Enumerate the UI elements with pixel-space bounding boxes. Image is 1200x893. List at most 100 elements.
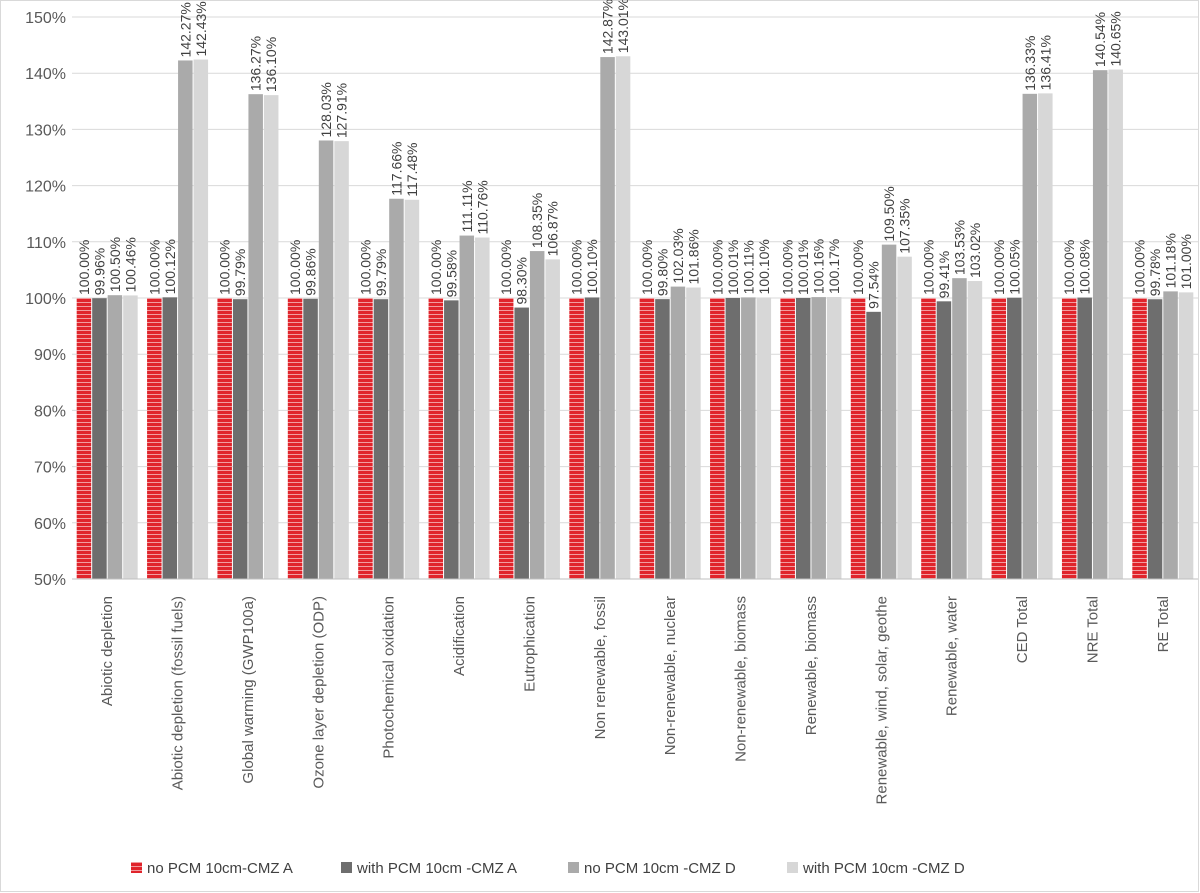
- bar: [404, 199, 420, 580]
- legend-label: with PCM 10cm -CMZ D: [802, 860, 965, 877]
- bar: [897, 256, 912, 579]
- bar: [1178, 292, 1194, 579]
- data-label: 99.80%: [654, 249, 670, 296]
- bar: [936, 301, 952, 579]
- bar: [193, 59, 209, 580]
- legend-label: no PCM 10cm-CMZ A: [147, 860, 293, 877]
- data-label: 100.12%: [162, 239, 178, 294]
- bar: [569, 298, 584, 579]
- data-label: 100.00%: [920, 240, 936, 295]
- y-tick-label: 70%: [34, 460, 66, 477]
- bars: [76, 56, 1194, 580]
- data-label: 98.30%: [514, 257, 530, 304]
- category-label: Abiotic depletion: [99, 596, 116, 706]
- data-label: 100.00%: [639, 240, 655, 295]
- category-labels: Abiotic depletion Abiotic depletion (foss…: [99, 596, 1172, 804]
- data-label: 136.33%: [1022, 36, 1038, 91]
- data-label: 100.00%: [287, 240, 303, 295]
- data-label: 101.86%: [685, 229, 701, 284]
- data-label: 100.00%: [498, 240, 514, 295]
- y-tick-label: 60%: [34, 516, 66, 533]
- data-label: 99.58%: [443, 250, 459, 297]
- bar: [741, 297, 756, 579]
- data-label: 100.00%: [780, 240, 796, 295]
- bar: [147, 298, 162, 579]
- data-label: 142.43%: [193, 1, 209, 56]
- bar: [881, 244, 897, 580]
- bar: [952, 278, 967, 579]
- bar: [725, 297, 741, 579]
- data-label: 100.00%: [146, 240, 162, 295]
- legend-label: no PCM 10cm -CMZ D: [584, 860, 736, 877]
- y-tick-label: 120%: [25, 179, 66, 196]
- bar: [615, 56, 631, 579]
- data-label: 100.00%: [428, 240, 444, 295]
- data-label: 99.78%: [1147, 249, 1163, 296]
- data-label: 142.27%: [177, 2, 193, 57]
- data-label: 100.05%: [1006, 239, 1022, 294]
- bar: [756, 297, 772, 579]
- category-label: Eutrophication: [521, 596, 538, 692]
- data-label: 107.35%: [897, 198, 913, 253]
- bar: [373, 299, 389, 579]
- bar: [710, 298, 725, 579]
- category-label: Renewable, biomass: [803, 596, 820, 735]
- bar: [1092, 70, 1108, 580]
- data-label: 136.41%: [1037, 35, 1053, 90]
- bar: [780, 298, 795, 579]
- data-label: 100.00%: [569, 240, 585, 295]
- bar: [584, 297, 600, 579]
- data-label: 100.00%: [76, 240, 92, 295]
- bar: [921, 298, 936, 579]
- y-tick-label: 90%: [34, 347, 66, 364]
- data-label: 128.03%: [318, 82, 334, 137]
- data-label: 103.02%: [967, 223, 983, 278]
- data-label: 136.10%: [263, 37, 279, 92]
- data-label: 99.86%: [303, 248, 319, 295]
- bar: [334, 141, 349, 579]
- data-label: 100.50%: [107, 237, 123, 292]
- bar: [967, 281, 983, 579]
- data-label: 99.41%: [936, 251, 952, 298]
- data-label: 100.46%: [122, 237, 138, 292]
- category-label: RE Total: [1155, 596, 1172, 652]
- bar: [178, 60, 193, 579]
- data-label: 100.00%: [850, 240, 866, 295]
- bar: [600, 57, 615, 579]
- data-label: 100.08%: [1077, 239, 1093, 294]
- data-label: 140.65%: [1108, 11, 1124, 66]
- data-label: 127.91%: [334, 83, 350, 138]
- bar: [545, 259, 560, 579]
- legend-swatch: [568, 862, 579, 873]
- data-label: 142.87%: [600, 0, 616, 54]
- bar: [475, 237, 490, 579]
- data-label: 99.79%: [232, 249, 248, 296]
- category-label: Non renewable, fossil: [592, 596, 609, 739]
- category-label: Global warming (GWP100a): [240, 596, 257, 784]
- data-label: 108.35%: [529, 193, 545, 248]
- data-label: 99.79%: [373, 249, 389, 296]
- bar: [123, 295, 138, 579]
- bar: [514, 307, 529, 579]
- category-label: Acidification: [451, 596, 468, 676]
- legend-swatch: [787, 862, 798, 873]
- bar: [655, 299, 670, 579]
- bar: [1061, 298, 1077, 579]
- data-label: 100.00%: [991, 240, 1007, 295]
- bar: [826, 297, 842, 579]
- category-label: Ozone layer depletion (ODP): [310, 596, 327, 789]
- legend-swatch: [131, 862, 142, 873]
- data-label: 101.18%: [1163, 233, 1179, 288]
- legend: no PCM 10cm-CMZ A with PCM 10cm -CMZ A no …: [131, 860, 965, 877]
- bar: [248, 94, 263, 579]
- data-label: 97.54%: [866, 261, 882, 308]
- data-label: 100.00%: [217, 240, 233, 295]
- legend-swatch: [341, 862, 352, 873]
- data-label: 143.01%: [615, 0, 631, 53]
- bar: [263, 95, 279, 580]
- data-label: 100.10%: [584, 239, 600, 294]
- y-tick-label: 100%: [25, 291, 66, 308]
- bar: [444, 300, 459, 579]
- data-label: 117.48%: [404, 143, 420, 197]
